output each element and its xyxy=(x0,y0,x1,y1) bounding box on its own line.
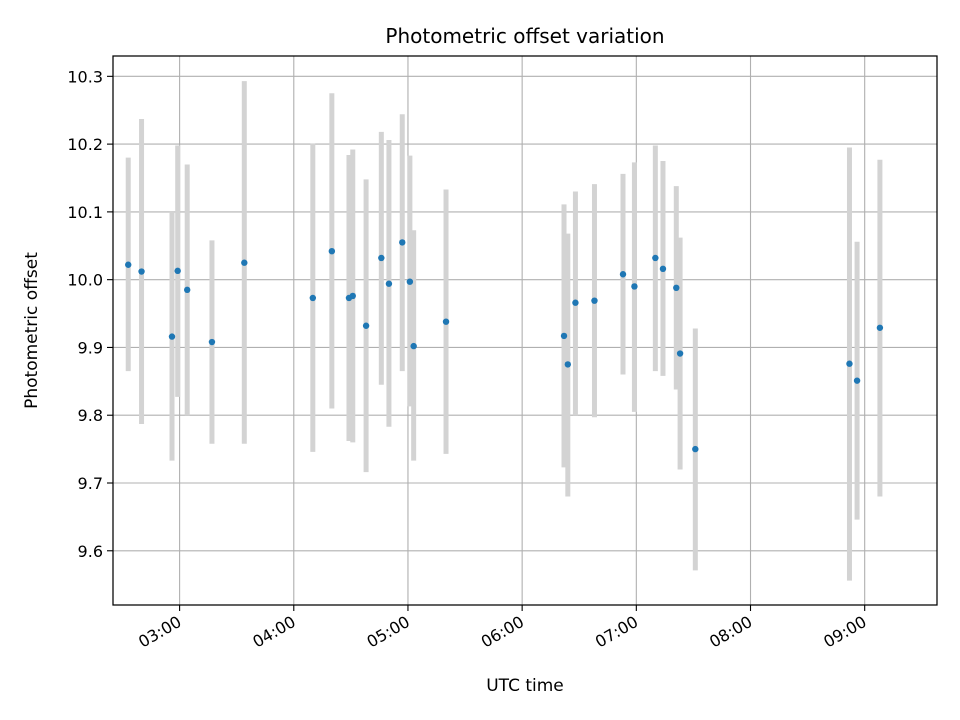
data-point xyxy=(174,267,181,275)
y-tick-label: 9.9 xyxy=(78,338,103,357)
y-tick-label: 9.8 xyxy=(78,406,103,425)
data-point xyxy=(846,360,853,367)
data-point xyxy=(591,297,598,304)
data-point xyxy=(564,361,572,368)
data-point xyxy=(659,265,667,273)
data-point xyxy=(406,278,414,285)
data-point xyxy=(631,283,638,290)
data-point xyxy=(876,324,884,331)
data-point xyxy=(652,254,659,262)
data-point xyxy=(385,280,393,287)
data-point xyxy=(442,318,450,325)
grid xyxy=(113,56,937,605)
y-tick-label: 10.1 xyxy=(67,203,103,222)
data-point xyxy=(309,294,317,302)
y-tick-label: 10.2 xyxy=(67,135,103,154)
data-point xyxy=(853,377,861,384)
data-point xyxy=(241,259,248,266)
data-point xyxy=(673,284,680,291)
y-tick-label: 9.6 xyxy=(78,542,103,561)
x-axis-label: UTC time xyxy=(486,676,564,696)
y-tick-label: 9.7 xyxy=(78,474,103,493)
data-point xyxy=(572,299,579,306)
plot-frame xyxy=(112,55,938,606)
y-axis-label: Photometric offset xyxy=(22,252,42,409)
data-point xyxy=(399,239,406,246)
data-point xyxy=(125,261,132,268)
data-point xyxy=(560,332,568,340)
data-point xyxy=(138,268,145,275)
data-point xyxy=(692,445,699,453)
data-point xyxy=(184,286,191,294)
y-tick-label: 10.0 xyxy=(67,271,103,290)
data-point xyxy=(378,254,385,262)
data-point xyxy=(362,322,370,329)
data-points xyxy=(125,239,884,453)
data-point xyxy=(410,342,417,350)
y-tick-label: 10.3 xyxy=(67,67,103,86)
data-point xyxy=(349,292,356,300)
data-point xyxy=(328,248,336,255)
chart-title: Photometric offset variation xyxy=(385,24,664,48)
data-point xyxy=(208,338,216,346)
data-point xyxy=(619,271,627,278)
data-point xyxy=(168,333,176,340)
data-point xyxy=(676,350,684,357)
